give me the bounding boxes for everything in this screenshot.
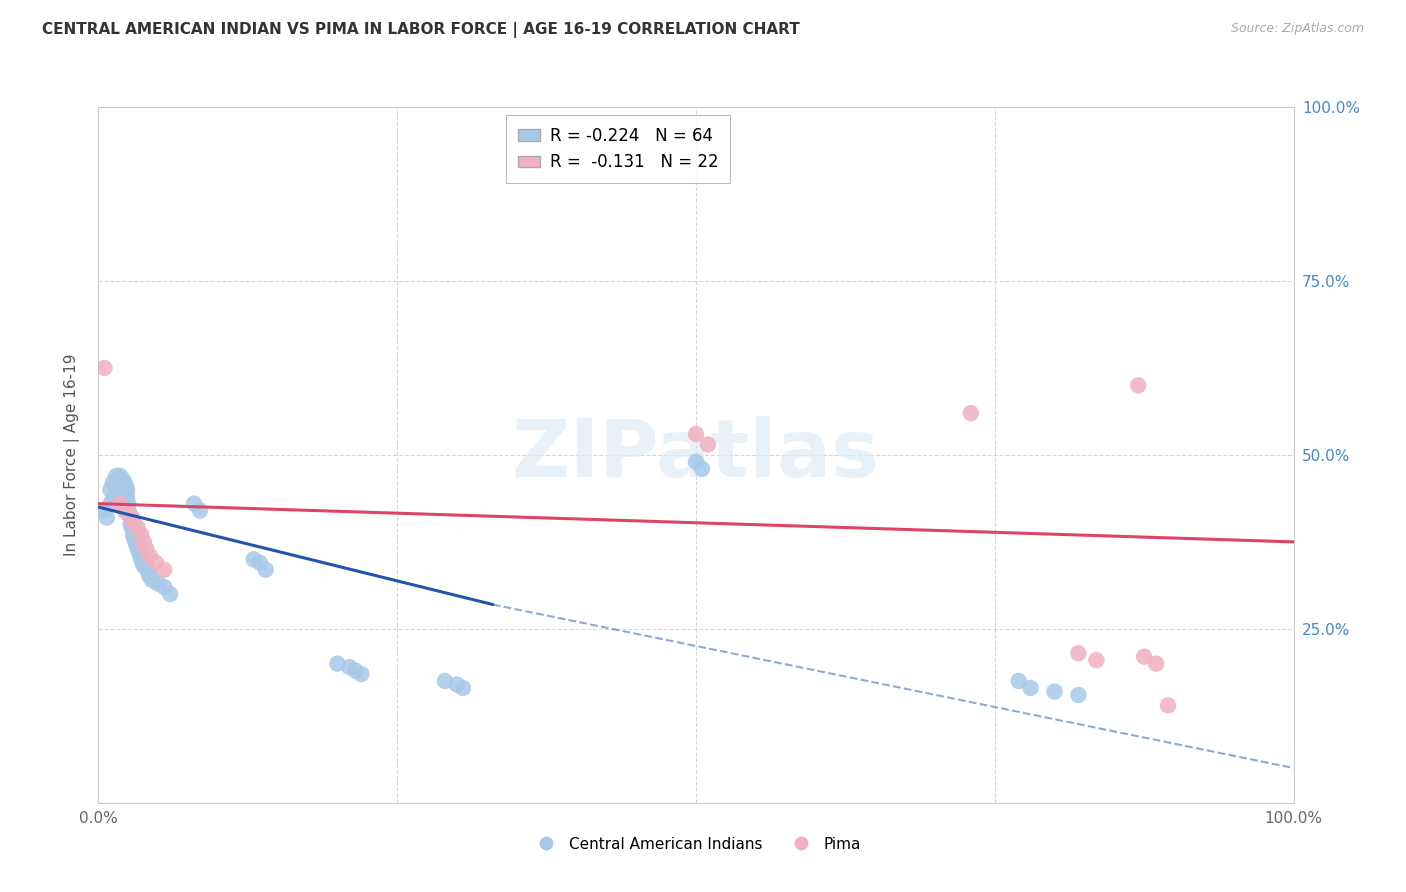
Point	[105, 479, 128, 493]
Point	[131, 556, 153, 570]
Point	[127, 521, 149, 535]
Point	[685, 427, 707, 442]
Point	[1067, 688, 1090, 702]
Point	[183, 497, 205, 511]
Point	[108, 468, 131, 483]
Point	[135, 541, 157, 556]
Point	[108, 497, 131, 511]
Point	[127, 541, 149, 556]
Point	[105, 468, 128, 483]
Point	[685, 455, 707, 469]
Point	[121, 510, 143, 524]
Point	[148, 576, 170, 591]
Point	[1067, 646, 1090, 660]
Point	[153, 563, 176, 577]
Point	[111, 493, 134, 508]
Point	[139, 570, 162, 584]
Point	[117, 507, 139, 521]
Point	[344, 664, 367, 678]
Point	[120, 517, 142, 532]
Point	[124, 517, 146, 532]
Point	[188, 503, 211, 517]
Point	[125, 538, 148, 552]
Point	[339, 660, 361, 674]
Point	[115, 490, 138, 504]
Point	[697, 437, 720, 451]
Point	[98, 497, 122, 511]
Point	[128, 545, 150, 559]
Point	[105, 490, 128, 504]
Legend: Central American Indians, Pima: Central American Indians, Pima	[524, 830, 868, 858]
Point	[132, 559, 155, 574]
Point	[145, 556, 167, 570]
Point	[446, 677, 468, 691]
Point	[131, 552, 153, 566]
Point	[111, 483, 134, 497]
Point	[350, 667, 373, 681]
Point	[114, 503, 136, 517]
Point	[1043, 684, 1066, 698]
Point	[93, 360, 115, 375]
Point	[108, 479, 131, 493]
Point	[1157, 698, 1180, 713]
Point	[1085, 653, 1108, 667]
Point	[115, 479, 138, 493]
Point	[124, 532, 146, 546]
Point	[1019, 681, 1042, 695]
Point	[451, 681, 474, 695]
Point	[132, 534, 155, 549]
Point	[254, 563, 277, 577]
Point	[107, 479, 129, 493]
Point	[135, 559, 157, 574]
Point	[159, 587, 181, 601]
Point	[115, 483, 138, 497]
Point	[1144, 657, 1167, 671]
Point	[136, 563, 159, 577]
Point	[243, 552, 266, 566]
Point	[120, 510, 142, 524]
Point	[101, 475, 124, 490]
Point	[1133, 649, 1156, 664]
Point	[93, 503, 115, 517]
Point	[118, 507, 141, 521]
Point	[139, 549, 162, 563]
Point	[98, 483, 122, 497]
Text: Source: ZipAtlas.com: Source: ZipAtlas.com	[1230, 22, 1364, 36]
Point	[326, 657, 349, 671]
Y-axis label: In Labor Force | Age 16-19: In Labor Force | Age 16-19	[63, 353, 80, 557]
Point	[117, 503, 139, 517]
Point	[129, 549, 152, 563]
Point	[1128, 378, 1150, 392]
Point	[114, 486, 136, 500]
Point	[138, 566, 160, 581]
Text: CENTRAL AMERICAN INDIAN VS PIMA IN LABOR FORCE | AGE 16-19 CORRELATION CHART: CENTRAL AMERICAN INDIAN VS PIMA IN LABOR…	[42, 22, 800, 38]
Point	[124, 534, 146, 549]
Point	[121, 521, 143, 535]
Point	[114, 475, 136, 490]
Point	[117, 497, 139, 511]
Point	[249, 556, 271, 570]
Point	[96, 510, 118, 524]
Point	[434, 674, 457, 689]
Point	[122, 528, 145, 542]
Point	[103, 490, 125, 504]
Point	[141, 573, 163, 587]
Point	[690, 462, 713, 476]
Text: ZIPatlas: ZIPatlas	[512, 416, 880, 494]
Point	[153, 580, 176, 594]
Point	[110, 490, 132, 504]
Point	[1008, 674, 1031, 689]
Point	[112, 479, 135, 493]
Point	[111, 472, 134, 486]
Point	[131, 528, 153, 542]
Point	[960, 406, 983, 420]
